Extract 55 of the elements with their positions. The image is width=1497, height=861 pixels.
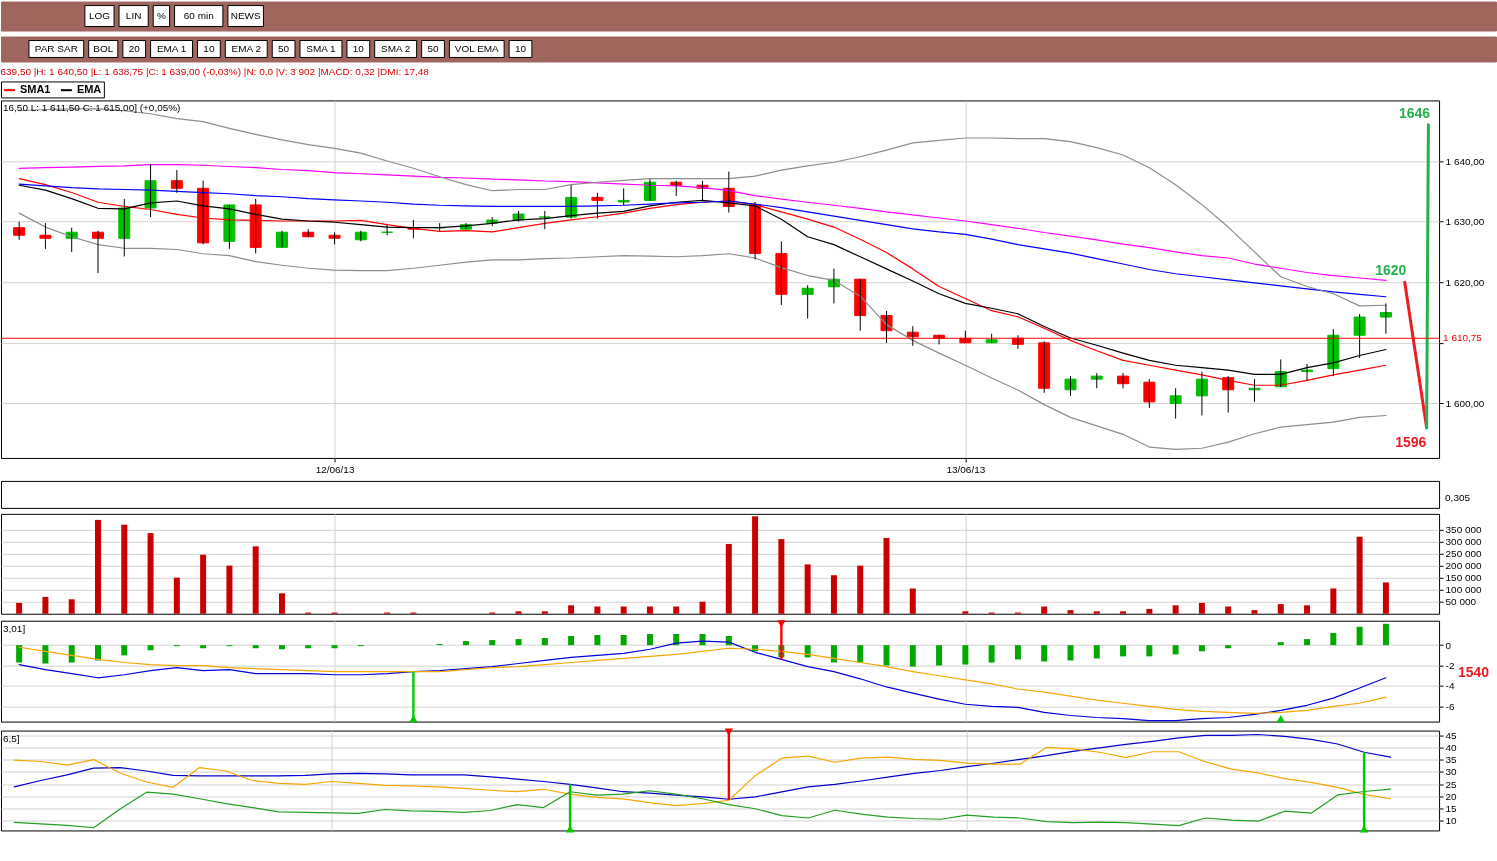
y-tick-label: 250 000: [1445, 548, 1483, 560]
annotation: 16,50 L: 1 611,50 C: 1 615,00] (+0,05%): [3, 102, 181, 114]
y-tick-label: 15: [1445, 803, 1458, 815]
text: 50: [278, 42, 290, 54]
y-tick-label: 25: [1445, 778, 1458, 790]
annotation: 1596: [1395, 433, 1427, 450]
text: EMA 2: [231, 42, 262, 54]
y-tick-label: 1 620,00: [1445, 276, 1485, 288]
text: %: [156, 10, 166, 22]
annotation: 3,01]: [3, 622, 26, 634]
text: SMA 1: [306, 42, 337, 54]
annotation: 1620: [1375, 262, 1407, 279]
annotation: 1646: [1398, 104, 1431, 121]
x-tick-label: 12/06/13: [315, 464, 355, 476]
y-tick-label: 1 600,00: [1445, 397, 1485, 409]
y-tick-label: 20: [1445, 790, 1458, 802]
legend-label: EMA: [76, 83, 102, 96]
text: 10: [203, 42, 215, 54]
text: 10: [514, 42, 527, 54]
y-tick-label: 300 000: [1445, 536, 1483, 548]
text: VOL EMA: [454, 42, 500, 54]
y-tick-label: 200 000: [1445, 560, 1483, 572]
text: SMA 2: [380, 42, 411, 54]
y-tick-label: 10: [1445, 815, 1458, 827]
y-tick-label: -2: [1445, 660, 1455, 672]
y-tick-label: 1 640,00: [1445, 155, 1485, 167]
y-tick-label: -6: [1445, 700, 1455, 712]
text: 20: [128, 42, 141, 54]
text: 0,305: [1445, 492, 1471, 504]
y-tick-label: 50 000: [1445, 596, 1477, 608]
y-tick-label: 40: [1445, 742, 1458, 754]
annotation: 6,5]: [3, 732, 20, 744]
text: NEWS: [230, 10, 261, 22]
y-tick-label: 0: [1445, 639, 1452, 651]
text: LIN: [125, 10, 142, 22]
text: PAR SAR: [34, 42, 78, 54]
y-tick-label: 30: [1445, 766, 1458, 778]
text: 10: [352, 42, 365, 54]
ref-line-label: 1 610,75: [1443, 332, 1483, 344]
x-tick-label: 13/06/13: [946, 464, 986, 476]
y-tick-label: 350 000: [1445, 524, 1483, 536]
y-tick-label: -4: [1445, 680, 1455, 692]
text: EMA 1: [156, 42, 187, 54]
y-tick-label: 35: [1445, 754, 1458, 766]
text: 50: [427, 42, 440, 54]
text: LOG: [88, 10, 111, 22]
chart-title: 639,50 |H: 1 640,50 |L: 1 638,75 |C: 1 639,00 (-0,03%) |N: 0,0 |V: 3 902 |MACD: 0,32 |DMI: 17,48: [0, 65, 430, 77]
text: 60 min: [183, 10, 214, 22]
legend-label: SMA1: [19, 83, 51, 96]
y-tick-label: 150 000: [1445, 572, 1483, 584]
y-tick-label: 1 630,00: [1445, 216, 1485, 228]
y-tick-label: 45: [1445, 729, 1458, 741]
y-tick-label: 100 000: [1445, 584, 1483, 596]
text: BOL: [93, 42, 114, 54]
text: 1540: [1458, 664, 1490, 681]
